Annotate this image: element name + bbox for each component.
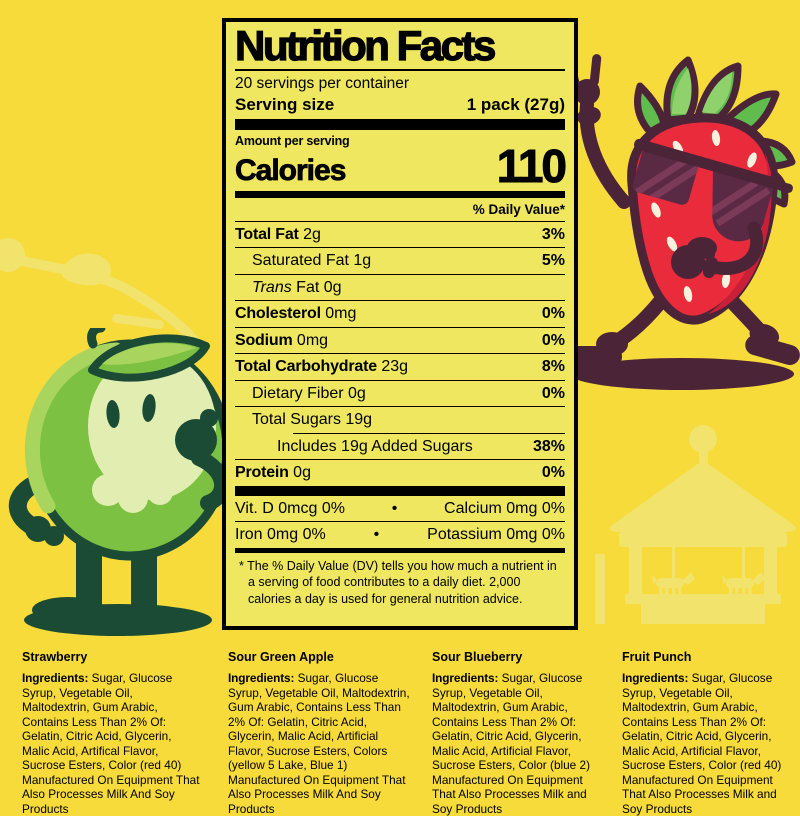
carousel-silhouette (595, 425, 797, 624)
flavor-column-fruit-punch: Fruit Punch Ingredients: Sugar, Glucose … (622, 642, 790, 816)
nutrient-row-cholesterol: Cholesterol 0mg 0% (235, 301, 565, 328)
panel-title: Nutrition Facts (234, 22, 497, 69)
thick-divider (235, 190, 565, 198)
apple-leaf-icon (87, 328, 210, 382)
micronutrient-row-2: Iron 0mg 0% • Potassium 0mg 0% (235, 526, 565, 544)
ingredients-text: Ingredients: Sugar, Glucose Syrup, Veget… (622, 671, 782, 816)
nutrient-row-sodium: Sodium 0mg 0% (235, 328, 565, 355)
flavor-name: Sour Blueberry (432, 650, 523, 664)
calories-label: Calories (235, 153, 347, 187)
nutrient-row-protein: Protein 0g 0% (235, 464, 565, 482)
flavor-name: Strawberry (22, 650, 88, 664)
microphone-icon (671, 221, 764, 279)
ingredients-text: Ingredients: Sugar, Glucose Syrup, Veget… (228, 671, 410, 816)
divider (235, 68, 565, 71)
ingredients-text: Ingredients: Sugar, Glucose Syrup, Veget… (432, 671, 591, 816)
flavor-name: Fruit Punch (622, 650, 692, 664)
amount-per-serving-label: Amount per serving (235, 133, 350, 148)
nutrient-row-total-sugars: Total Sugars 19g (252, 411, 373, 429)
serving-size-label: Serving size (235, 94, 335, 114)
nutrient-row-total-fat: Total Fat 2g 3% (235, 222, 565, 249)
serving-size-row: Serving size 1 pack (27g) (235, 95, 565, 115)
calories-value: 110 (496, 139, 567, 192)
carousel-horse-icon (722, 572, 765, 598)
green-apple-mascot (8, 328, 232, 636)
nutrient-row-trans-fat: Trans Fat 0g (235, 275, 565, 302)
servings-per-container: 20 servings per container (235, 74, 410, 92)
nutrient-row-total-carbohydrate: Total Carbohydrate 23g 8% (235, 354, 565, 381)
sunglasses-icon (632, 138, 793, 242)
calories-row: Calories 110 (235, 139, 568, 192)
thick-divider (235, 547, 565, 553)
bullet-separator: • (373, 526, 380, 544)
daily-value-footnote: * The % Daily Value (DV) tells you how m… (239, 558, 557, 606)
flavor-column-strawberry: Strawberry Ingredients: Sugar, Glucose S… (22, 642, 200, 816)
apple-eyes (106, 394, 156, 428)
micronutrient-row-1: Vit. D 0mcg 0% • Calcium 0mg 0% (235, 496, 565, 523)
thick-divider (235, 118, 565, 130)
carousel-horse-icon (652, 572, 695, 598)
strawberry-seeds (651, 130, 763, 302)
bullet-separator: • (391, 499, 398, 517)
flavor-name: Sour Green Apple (228, 650, 334, 664)
daily-value-header: % Daily Value* (235, 198, 565, 222)
nutrient-row-dietary-fiber: Dietary Fiber 0g 0% (235, 381, 565, 408)
nutrient-row-added-sugars: Includes 19g Added Sugars 38% (235, 434, 565, 461)
roller-coaster-silhouette (0, 238, 203, 350)
indented-divider (293, 432, 565, 434)
flavor-column-sour-green-apple: Sour Green Apple Ingredients: Sugar, Glu… (228, 642, 412, 816)
nutrition-facts-panel: Nutrition Facts 20 servings per containe… (222, 18, 578, 630)
flavor-column-sour-blueberry: Sour Blueberry Ingredients: Sugar, Gluco… (432, 642, 604, 816)
nutrient-row-saturated-fat: Saturated Fat 1g 5% (235, 248, 565, 275)
ingredients-text: Ingredients: Sugar, Glucose Syrup, Veget… (22, 671, 200, 816)
thick-divider (235, 485, 565, 496)
serving-size-value: 1 pack (27g) (466, 94, 565, 114)
strawberry-mascot-with-sunglasses (561, 54, 800, 390)
